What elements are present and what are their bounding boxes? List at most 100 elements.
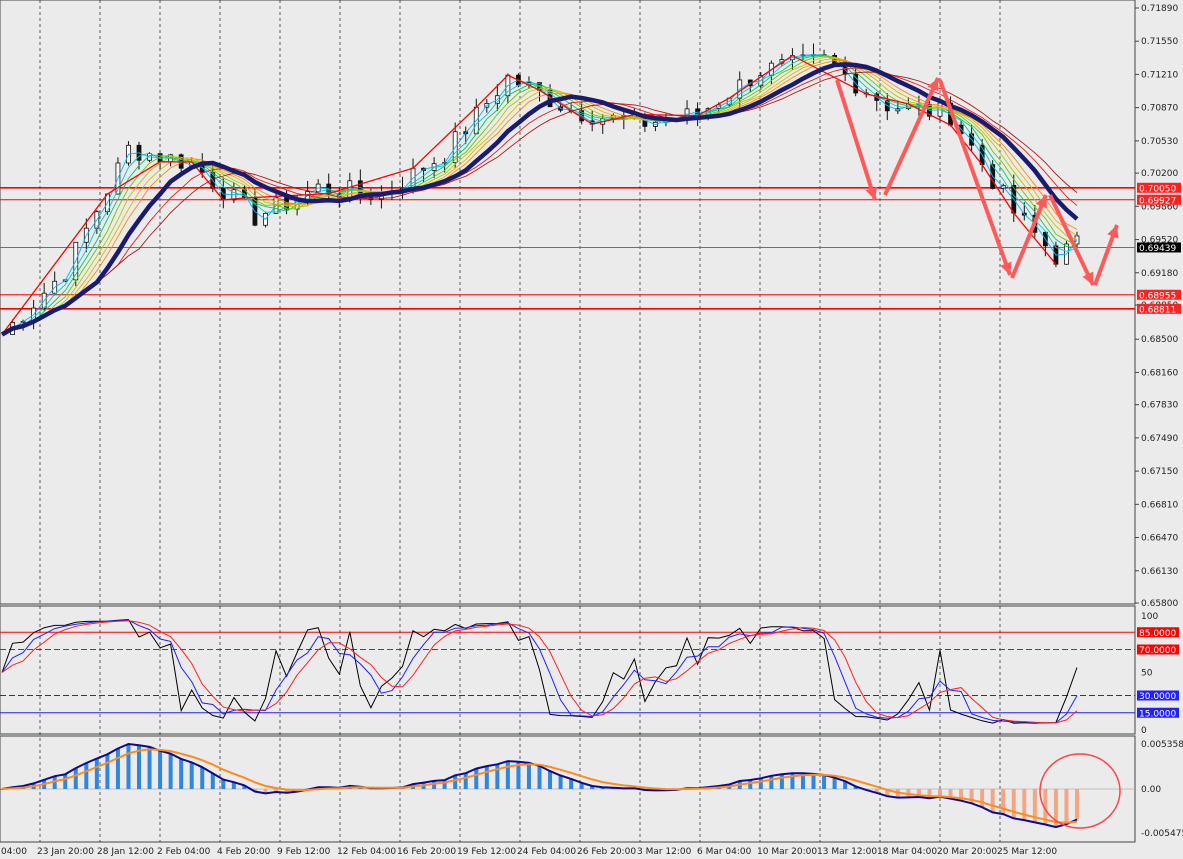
macd-histogram-bar	[1043, 789, 1048, 825]
macd-histogram-bar	[147, 746, 152, 789]
macd-histogram-bar	[474, 768, 479, 789]
y-tick-label: 0.65800	[1141, 599, 1178, 609]
macd-histogram-bar	[569, 778, 574, 789]
macd-histogram-bar	[874, 789, 879, 793]
macd-histogram-bar	[526, 762, 531, 789]
x-tick-label: 6 Mar 04:00	[697, 847, 752, 857]
y-tick-label: 0.67490	[1141, 434, 1178, 444]
price-tags: 0.70050 0.69927 0.69439 0.68955 0.68811	[1137, 182, 1181, 315]
price-tag-label: 0.68811	[1139, 305, 1176, 315]
y-tick-label: 0.66470	[1141, 534, 1178, 544]
x-tick-label: 25 Mar 12:00	[997, 847, 1057, 857]
macd-histogram-bar	[0, 789, 4, 790]
y-axis-macd: 0.0053585 0.00 -0.005475	[1141, 740, 1183, 839]
macd-histogram-bar	[484, 766, 489, 789]
forecast-arrow-shaft	[1010, 194, 1048, 279]
y-tick-label: 0.71550	[1141, 37, 1178, 47]
x-tick-label: 19 Feb 12:00	[457, 847, 516, 857]
y-tick-label: 0.69520	[1141, 236, 1178, 246]
macd-histogram-bar	[505, 761, 510, 789]
forecast-arrow-shaft	[1048, 194, 1095, 286]
macd-histogram-bar	[590, 786, 595, 789]
forecast-arrow-head	[1035, 195, 1048, 209]
x-axis: 04:00 23 Jan 20:00 28 Jan 12:00 2 Feb 04:00…	[1, 847, 1057, 857]
x-tick-label: 13 Mar 12:00	[817, 847, 877, 857]
ma-ribbon-line	[1, 71, 1078, 335]
ma-ribbon-line	[1, 56, 1078, 335]
macd-histogram-bar	[758, 778, 763, 789]
y-axis-stochastic: 85.0000 70.0000 30.0000 15.0000 100 50 0	[1137, 612, 1179, 736]
stochastic-level-label: 30.0000	[1139, 692, 1176, 702]
y-tick-label: 0.69180	[1141, 269, 1178, 279]
macd-histogram-bar	[990, 789, 995, 813]
price-tag-bg	[1137, 303, 1181, 314]
macd-histogram-bar	[274, 789, 279, 792]
x-tick-label: 16 Feb 20:00	[397, 847, 456, 857]
macd-histogram-bar	[779, 774, 784, 789]
macd-histogram-bar	[263, 789, 268, 794]
forecast-arrow-head	[927, 78, 939, 92]
macd-histogram-bar	[189, 762, 194, 789]
forecast-arrow-shaft	[835, 79, 877, 201]
x-tick-label: 18 Mar 04:00	[877, 847, 937, 857]
macd-histogram-bar	[200, 767, 205, 789]
macd-histogram-bar	[959, 789, 964, 801]
y-tick-label: 0.70530	[1141, 137, 1178, 147]
x-tick-label: 20 Mar 20:00	[937, 847, 997, 857]
macd-histogram-bar	[463, 773, 468, 789]
stochastic-level-label: 85.0000	[1139, 629, 1176, 639]
stochastic-tick-label: 100	[1141, 612, 1158, 622]
macd-histogram-bar	[126, 744, 131, 789]
price-tag-bg	[1137, 194, 1181, 205]
macd-histogram-bar	[948, 789, 953, 799]
y-tick-label: 0.68160	[1141, 368, 1178, 378]
y-tick-label: 0.70200	[1141, 169, 1178, 179]
price-tag-bg	[1137, 242, 1181, 253]
macd-histogram-bar	[84, 763, 89, 789]
macd-histogram-bar	[969, 789, 974, 804]
macd-histogram-bar	[811, 773, 816, 789]
macd-tick-label: -0.005475	[1141, 829, 1183, 839]
price-tag-label: 0.69927	[1139, 196, 1176, 206]
x-tick-label: 23 Jan 20:00	[37, 847, 94, 857]
macd-histogram-bar	[63, 774, 68, 789]
macd-histogram-bar	[115, 748, 120, 789]
macd-histogram-bar	[937, 789, 942, 797]
macd-histogram-bar	[980, 789, 985, 808]
x-tick-label: 10 Mar 20:00	[757, 847, 817, 857]
stochastic-level-tag	[1137, 707, 1179, 718]
y-tick-label: 0.69860	[1141, 202, 1178, 212]
stochastic-level-label: 15.0000	[1139, 709, 1176, 719]
macd-histogram-bar	[748, 780, 753, 789]
macd-histogram-bar	[252, 789, 257, 792]
macd-histogram-bar	[158, 750, 163, 789]
macd-histogram-bar	[843, 781, 848, 789]
macd-histogram-bar	[1032, 789, 1037, 823]
stochastic-level-tag	[1137, 690, 1179, 701]
zigzag-line	[1, 54, 1057, 335]
x-tick-label: 04:00	[1, 847, 27, 857]
price-tag-label: 0.69439	[1139, 244, 1176, 254]
price-tag-label: 0.68955	[1139, 291, 1176, 301]
macd-histogram-bar	[242, 785, 247, 789]
x-tick-label: 9 Feb 12:00	[277, 847, 331, 857]
x-tick-label: 3 Mar 12:00	[637, 847, 692, 857]
macd-histogram-bar	[790, 773, 795, 789]
macd-histogram-bar	[1001, 789, 1006, 815]
macd-histogram-bar	[495, 764, 500, 789]
forecast-arrow-head	[1000, 261, 1012, 275]
forecast-arrows	[835, 77, 1119, 286]
forecast-arrow-shaft	[883, 77, 940, 196]
macd-histogram-bar	[94, 758, 99, 789]
macd-histogram-bar	[168, 753, 173, 789]
forecast-arrow-head	[865, 186, 878, 200]
macd-histogram-bar	[579, 782, 584, 789]
y-tick-label: 0.66130	[1141, 567, 1178, 577]
stochastic-level-tag	[1137, 627, 1179, 638]
macd-histogram-bar	[432, 780, 437, 789]
highlight-circle	[1039, 753, 1121, 829]
macd-histogram-bar	[1064, 789, 1069, 825]
macd-histogram-bar	[1075, 789, 1079, 820]
main-panel	[0, 0, 1136, 605]
